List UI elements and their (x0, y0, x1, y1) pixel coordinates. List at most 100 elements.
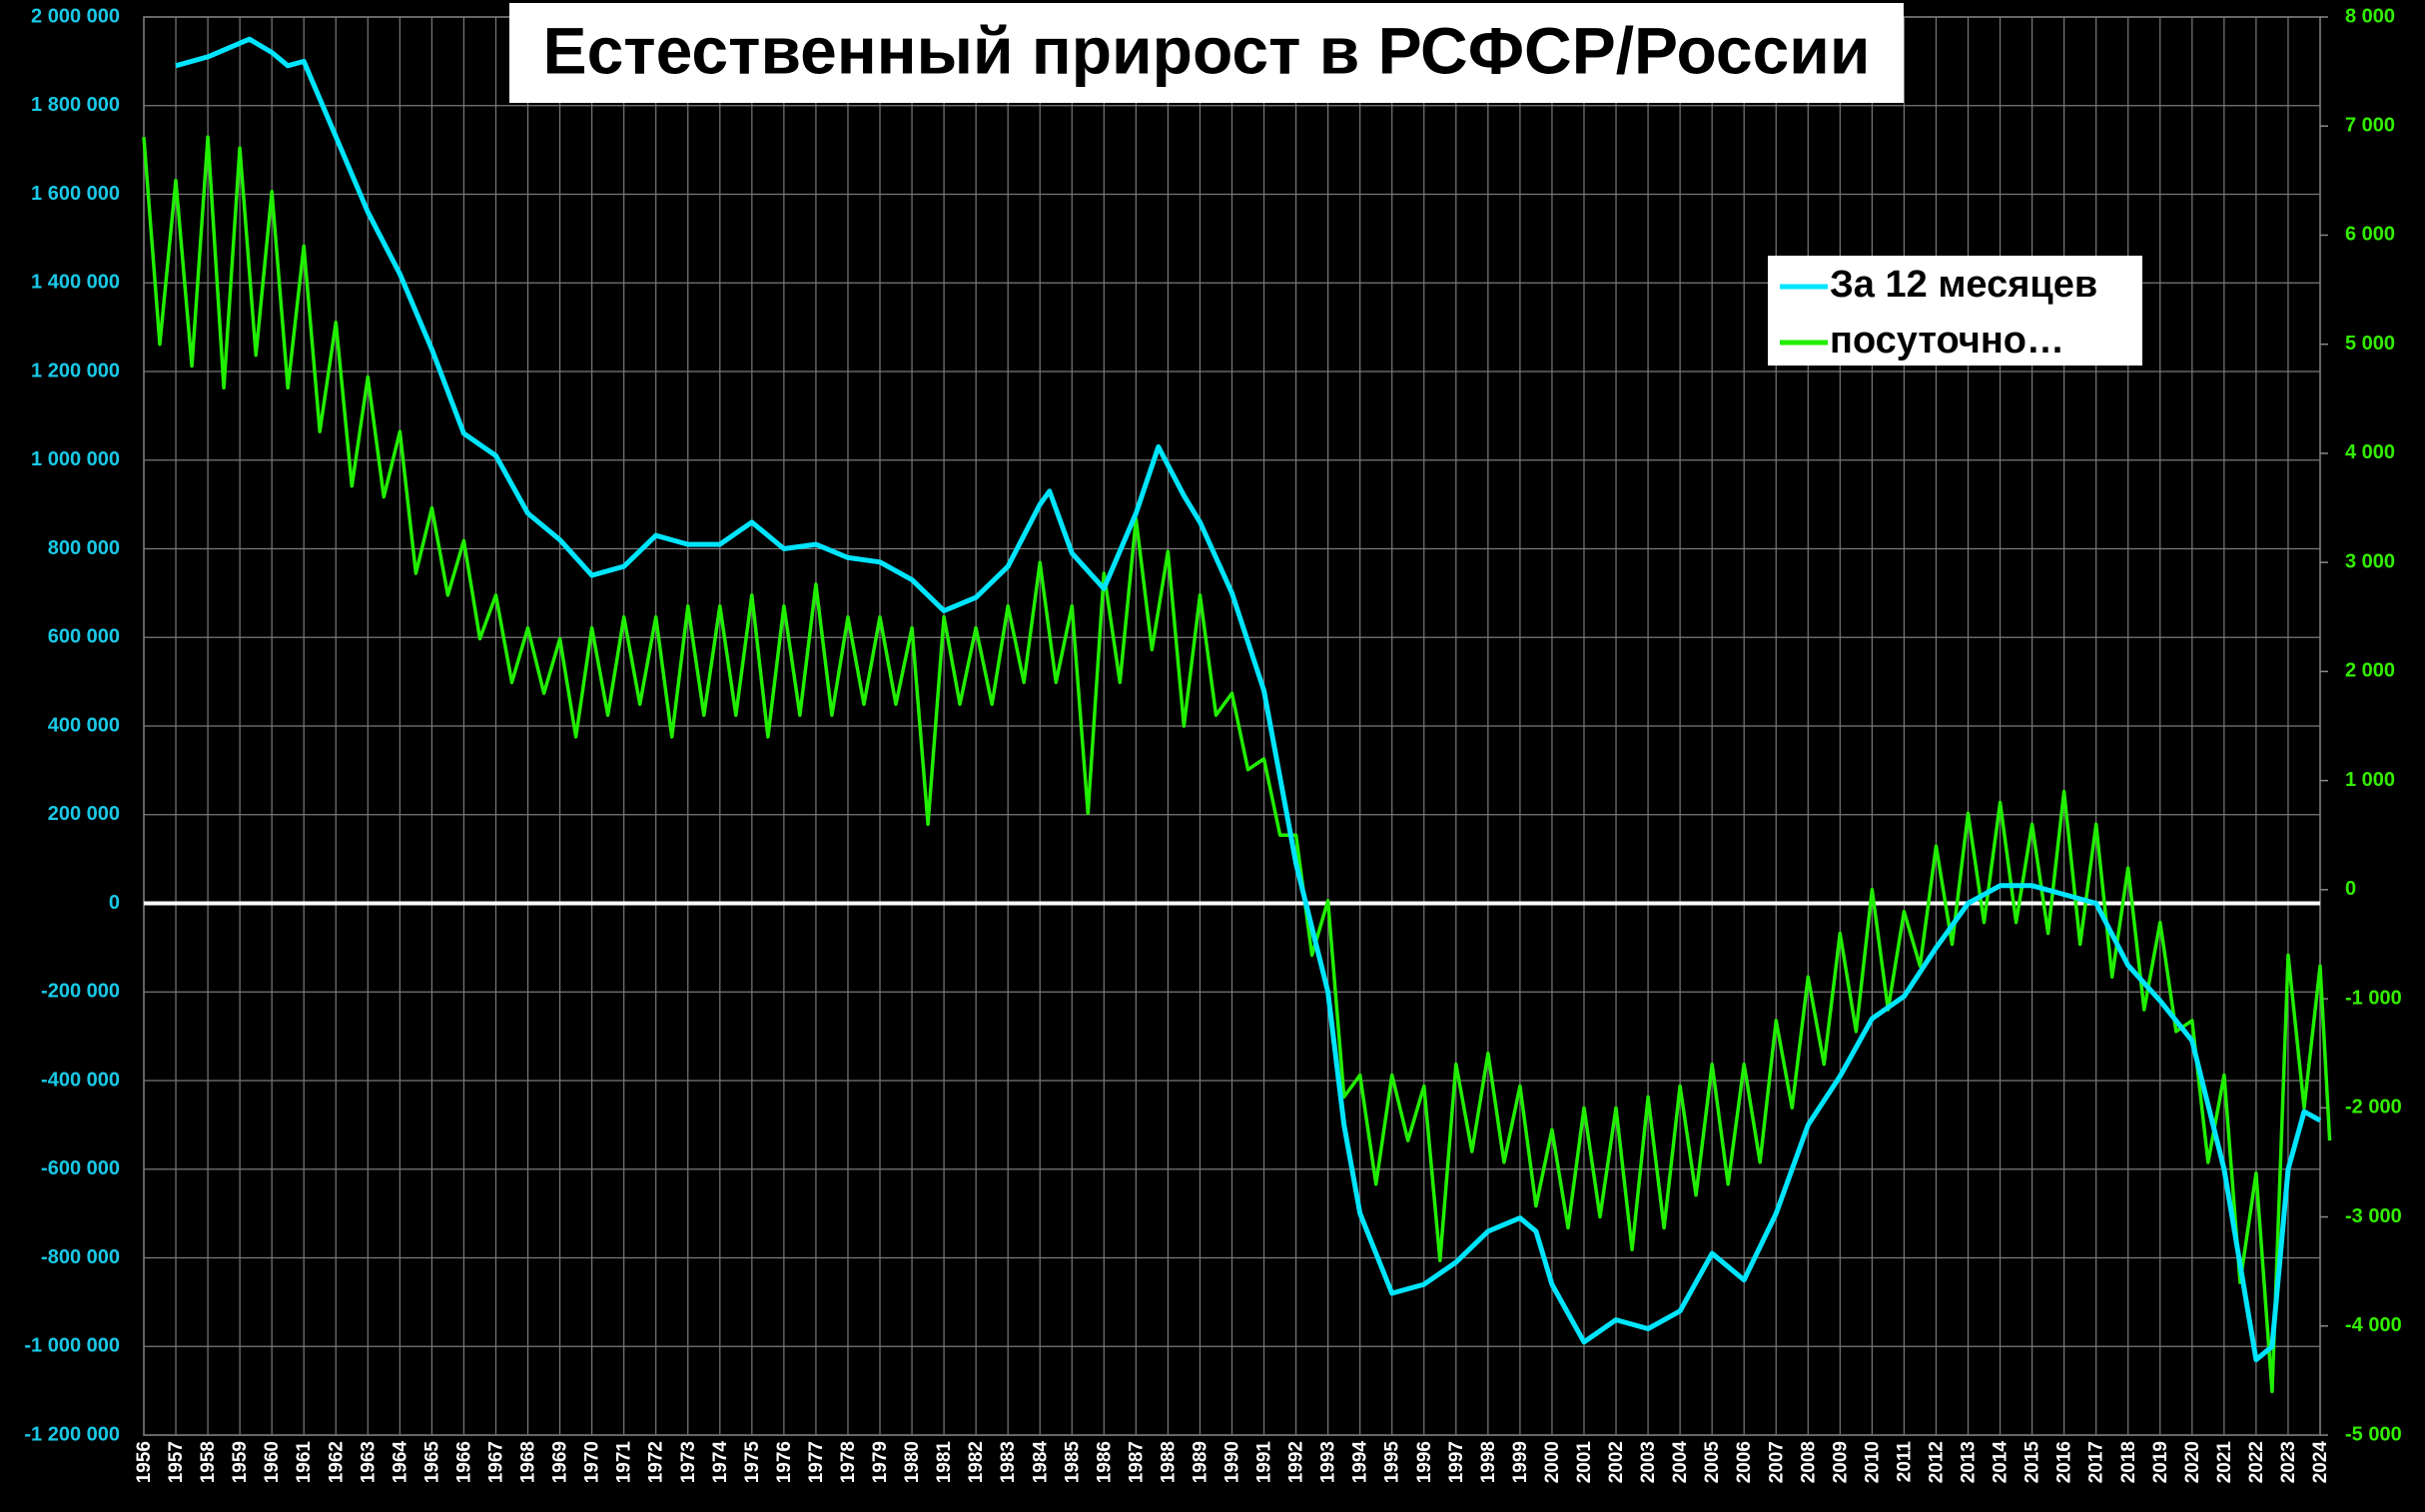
x-tick-label: 2008 (1798, 1441, 1819, 1483)
y-tick-label: -200 000 (41, 981, 120, 1003)
x-tick-label: 1997 (1446, 1441, 1467, 1483)
x-tick-label: 1963 (358, 1441, 379, 1483)
x-tick-label: 1960 (262, 1441, 283, 1483)
y-tick-label: -800 000 (41, 1246, 120, 1268)
x-tick-label: 1995 (1382, 1441, 1403, 1484)
x-tick-label: 1957 (166, 1441, 187, 1483)
x-tick-label: 2016 (2054, 1441, 2075, 1483)
x-tick-label: 1988 (1158, 1441, 1179, 1483)
y2-tick-label: -3 000 (2345, 1205, 2402, 1227)
x-tick-label: 1967 (486, 1441, 507, 1483)
y-tick-label: 800 000 (48, 537, 120, 559)
y-tick-label: 200 000 (48, 803, 120, 825)
x-tick-label: 1980 (902, 1441, 923, 1483)
y2-tick-label: 4 000 (2345, 441, 2395, 463)
x-tick-label: 1974 (710, 1441, 731, 1484)
y2-tick-label: -4 000 (2345, 1314, 2402, 1336)
legend: За 12 месяцев посуточно… (1768, 256, 2142, 366)
x-tick-label: 2015 (2022, 1441, 2043, 1484)
y2-tick-label: 1 000 (2345, 769, 2395, 791)
x-tick-label: 2023 (2278, 1441, 2299, 1483)
x-tick-label: 2006 (1734, 1441, 1755, 1483)
x-tick-label: 1959 (230, 1441, 251, 1483)
y2-tick-label: 2 000 (2345, 660, 2395, 682)
x-tick-label: 1982 (966, 1441, 987, 1483)
x-tick-label: 1973 (678, 1441, 699, 1483)
x-tick-label: 2024 (2310, 1441, 2331, 1484)
x-tick-label: 2009 (1830, 1441, 1851, 1483)
plot (142, 36, 2332, 1394)
x-tick-label: 2022 (2246, 1441, 2267, 1483)
x-tick-label: 1958 (198, 1441, 219, 1483)
grid: 1956 1957 1958 1959 1960 1961 1962 1963 1964 1965… (24, 5, 2401, 1483)
y2-tick-label: -5 000 (2345, 1423, 2402, 1445)
y-tick-label: 1 000 000 (31, 448, 120, 470)
x-tick-label: 1989 (1190, 1441, 1211, 1483)
x-tick-label: 2013 (1959, 1441, 1980, 1483)
y-tick-label: 400 000 (48, 714, 120, 736)
x-tick-label: 1969 (550, 1441, 571, 1483)
x-tick-label: 1991 (1254, 1441, 1275, 1484)
x-tick-label: 1987 (1126, 1441, 1147, 1483)
y2-tick-label: -1 000 (2345, 987, 2402, 1009)
x-tick-label: 1962 (326, 1441, 347, 1483)
x-tick-label: 1984 (1030, 1441, 1051, 1484)
x-tick-label: 1964 (390, 1441, 410, 1484)
title-box (509, 3, 1904, 103)
y-tick-label: -600 000 (41, 1157, 120, 1179)
x-tick-label: 2002 (1606, 1441, 1627, 1483)
y-tick-label: -1 200 000 (24, 1423, 120, 1445)
x-tick-label: 1966 (453, 1441, 474, 1483)
x-tick-label: 1986 (1094, 1441, 1115, 1483)
x-tick-label: 1972 (646, 1441, 667, 1483)
legend-label: посуточно… (1830, 320, 2064, 362)
x-tick-label: 1990 (1222, 1441, 1243, 1483)
x-tick-label: 1998 (1478, 1441, 1499, 1483)
x-tick-label: 1956 (134, 1441, 155, 1483)
x-tick-label: 1975 (742, 1441, 763, 1484)
x-tick-label: 2005 (1702, 1441, 1723, 1484)
chart-title: Естественный прирост в РСФСР/России (543, 13, 1871, 87)
x-tick-label: 2020 (2182, 1441, 2203, 1483)
x-tick-label: 1965 (421, 1441, 442, 1484)
x-tick-label: 1993 (1318, 1441, 1339, 1483)
y2-tick-label: 7 000 (2345, 115, 2395, 137)
x-tick-label: 2001 (1574, 1441, 1595, 1484)
series-line (175, 36, 2322, 1363)
y2-tick-label: 8 000 (2345, 5, 2395, 27)
x-tick-label: 1979 (870, 1441, 891, 1483)
x-tick-label: 1981 (934, 1441, 955, 1484)
x-tick-label: 2011 (1894, 1441, 1915, 1483)
x-tick-label: 2003 (1638, 1441, 1659, 1483)
y-tick-label: -1 000 000 (24, 1335, 120, 1357)
y-tick-label: 1 600 000 (31, 183, 120, 205)
x-tick-label: 2010 (1862, 1441, 1883, 1483)
y2-tick-label: 3 000 (2345, 550, 2395, 572)
x-tick-label: 2017 (2086, 1441, 2107, 1483)
x-tick-label: 2004 (1670, 1441, 1691, 1484)
x-tick-label: 1992 (1286, 1441, 1307, 1483)
x-tick-label: 1985 (1062, 1441, 1083, 1484)
x-tick-label: 2007 (1766, 1441, 1787, 1483)
x-tick-label: 1961 (294, 1441, 315, 1484)
y-tick-label: 600 000 (48, 626, 120, 648)
y-tick-label: 2 000 000 (31, 5, 120, 27)
y-tick-label: 0 (109, 892, 120, 914)
x-tick-label: 1983 (998, 1441, 1019, 1483)
y2-tick-label: 6 000 (2345, 224, 2395, 246)
x-tick-label: 1971 (614, 1441, 635, 1484)
x-tick-label: 2019 (2150, 1441, 2171, 1483)
x-tick-label: 1999 (1510, 1441, 1531, 1483)
x-tick-label: 2012 (1926, 1441, 1947, 1483)
y2-tick-label: -2 000 (2345, 1097, 2402, 1119)
y2-tick-label: 5 000 (2345, 333, 2395, 355)
x-tick-label: 1978 (838, 1441, 859, 1483)
x-tick-label: 1968 (518, 1441, 539, 1483)
x-tick-label: 2021 (2214, 1441, 2235, 1484)
y-tick-label: 1 800 000 (31, 94, 120, 116)
x-tick-label: 1970 (582, 1441, 603, 1483)
x-tick-label: 2000 (1542, 1441, 1563, 1483)
x-tick-label: 1977 (806, 1441, 827, 1483)
